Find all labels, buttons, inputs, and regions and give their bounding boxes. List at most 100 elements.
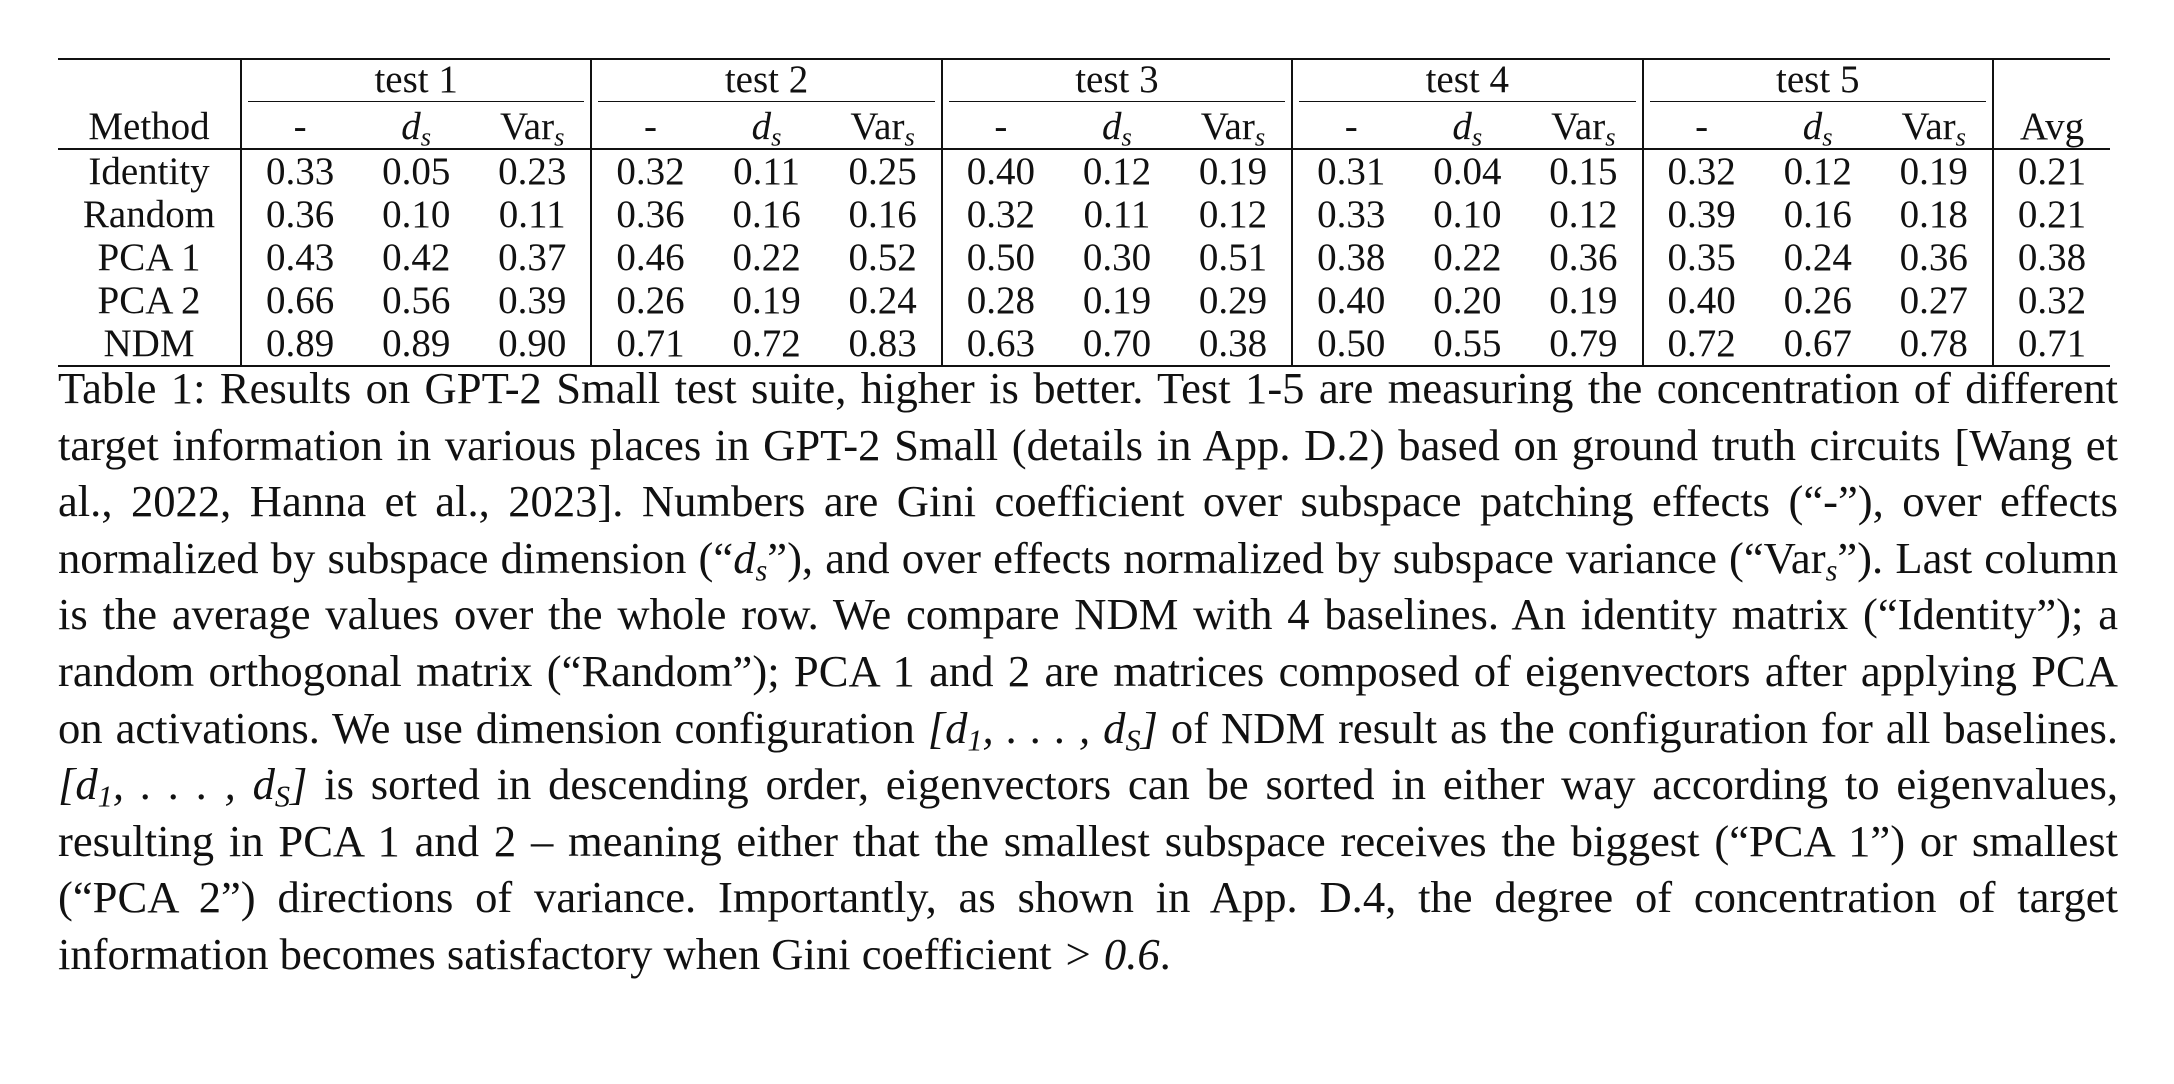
value-cell: 0.42 [382,236,451,279]
value-cell: 0.26 [590,279,709,322]
value-cell: 0.36 [590,193,709,236]
group-header-test5: test 5 [1641,59,1993,104]
table-body: Identity 0.33 0.05 0.23 0.32 0.11 0.25 0.40 0.12… [58,149,2110,366]
subcolumn-header-test1-ds: ds [358,104,474,152]
header-group-row: Method test 1 test 2 test 3 test 4 test … [58,59,2110,150]
caption-math-ds-sub: s [755,553,768,588]
subcolumn-header-test3-raw: - [940,104,1060,149]
value-cell: 0.31 [1291,149,1410,193]
caption-math-config2-close: ] [290,759,308,810]
value-cell: 0.72 [732,322,801,365]
value-cell: 0.24 [848,279,917,322]
value-cell: 0.16 [732,193,801,236]
value-cell: 0.63 [940,322,1060,366]
value-cell: 0.71 [590,322,709,366]
table-row: NDM 0.89 0.89 0.90 0.71 0.72 0.83 0.63 0.70 0.38 0… [58,322,2110,366]
value-cell: 0.10 [1433,193,1502,236]
value-cell: 0.22 [732,236,801,279]
subcolumn-header-label: - [644,104,658,148]
value-cell: 0.12 [1082,150,1152,193]
value-cell: 0.16 [848,193,917,236]
caption-paragraph: Table 1: Results on GPT-2 Small test sui… [58,360,2118,983]
subcolumn-header-label: - [1695,104,1709,148]
subcolumn-header-test1-var: Vars [474,104,591,150]
value-cell: 0.40 [940,149,1060,193]
subcolumn-header-subscript: s [1254,121,1266,152]
method-column-header: Method [58,59,241,150]
value-cell: 0.33 [1291,193,1410,236]
caption-math-ds-base: d [733,532,756,583]
group-header-test5-label: test 5 [1649,60,1986,102]
value-cell: 0.89 [239,322,359,366]
subcolumn-header-label: d [1802,104,1823,148]
value-cell: 0.29 [1198,279,1268,322]
value-cell: 0.19 [1082,279,1152,322]
value-cell: 0.30 [1082,236,1152,279]
value-cell: 0.40 [1641,279,1760,322]
caption-math-var-sub: s [1825,553,1838,588]
value-cell: 0.55 [1433,322,1502,365]
value-cell: 0.51 [1198,236,1268,279]
value-cell: 0.25 [848,150,917,193]
caption-math-config-subS: S [1125,723,1141,758]
caption-math-config-2: [d1, . . . , dS] [58,759,308,812]
group-header-test2: test 2 [590,59,942,104]
value-cell: 0.19 [1549,279,1618,322]
value-cell: 0.35 [1641,236,1760,279]
subcolumn-header-label: Var [1551,104,1606,148]
subcolumn-header-subscript: s [1605,121,1616,152]
subcolumn-header-label: Var [499,104,555,148]
value-cell: 0.46 [590,236,709,279]
value-cell: 0.67 [1783,322,1852,365]
value-cell: 0.78 [1899,322,1968,365]
value-cell: 0.16 [1783,193,1852,236]
table-row: PCA 1 0.43 0.42 0.37 0.46 0.22 0.52 0.50 0.30 0.5… [58,236,2110,279]
value-cell: 0.56 [382,279,451,322]
subcolumn-header-test2-ds: ds [709,104,825,152]
subcolumn-header-test3-ds: ds [1059,104,1175,150]
subcolumn-header-label: d [751,104,772,148]
subcolumn-header-test4-raw: - [1291,104,1410,149]
caption-math-config2-sub1: 1 [97,779,113,814]
value-cell: 0.33 [239,149,359,193]
method-cell: PCA 2 [97,279,201,322]
subcolumn-header-test1-raw: - [239,104,359,149]
subcolumn-header-subscript: s [420,121,432,152]
results-table: Method test 1 test 2 test 3 test 4 test … [58,58,2110,367]
value-cell: 0.27 [1899,279,1968,322]
caption-text-2: ”), and over effects normalized by subsp… [767,532,1826,583]
subcolumn-header-subscript: s [771,121,782,152]
caption-text-6: . [1159,928,1171,979]
value-cell: 0.19 [732,279,801,322]
value-cell: 0.70 [1082,322,1152,365]
subcolumn-header-subscript: s [904,121,915,152]
subcolumn-header-label: Var [1200,104,1255,148]
value-cell: 0.52 [848,236,917,279]
value-cell: 0.11 [1083,193,1151,236]
subcolumn-header-test3-var: Vars [1175,104,1292,152]
value-cell: 0.36 [1899,236,1968,279]
method-cell: Identity [88,150,210,193]
value-cell: 0.19 [1198,150,1268,193]
header-subcolumn-row: - ds Vars - ds Vars - ds Vars - ds Vars - ds Vars [58,104,2110,149]
results-table-container: Method test 1 test 2 test 3 test 4 test … [58,58,2110,367]
value-cell: 0.12 [1198,193,1268,236]
caption-math-config-close: ] [1140,702,1158,753]
value-cell: 0.50 [940,236,1060,279]
subcolumn-header-subscript: s [1822,121,1833,152]
caption-math-config-mid: , . . . , d [982,702,1126,753]
subcolumn-header-label: d [401,104,421,148]
table-row: Random 0.36 0.10 0.11 0.36 0.16 0.16 0.32 0.11 0.… [58,193,2110,236]
table-row: Identity 0.33 0.05 0.23 0.32 0.11 0.25 0.40 0.12… [58,149,2110,193]
avg-cell: 0.21 [1992,193,2110,236]
group-header-test4-label: test 4 [1299,60,1636,102]
caption-math-ds: ds [733,532,767,586]
subcolumn-header-subscript: s [1471,121,1483,152]
method-cell: Random [82,193,216,236]
caption-math-config-sub1: 1 [967,723,983,758]
caption-math-config2-open: [d [58,759,98,810]
value-cell: 0.38 [1291,236,1410,279]
value-cell: 0.11 [733,150,800,193]
value-cell: 0.10 [382,193,451,236]
group-header-test4: test 4 [1291,59,1643,104]
